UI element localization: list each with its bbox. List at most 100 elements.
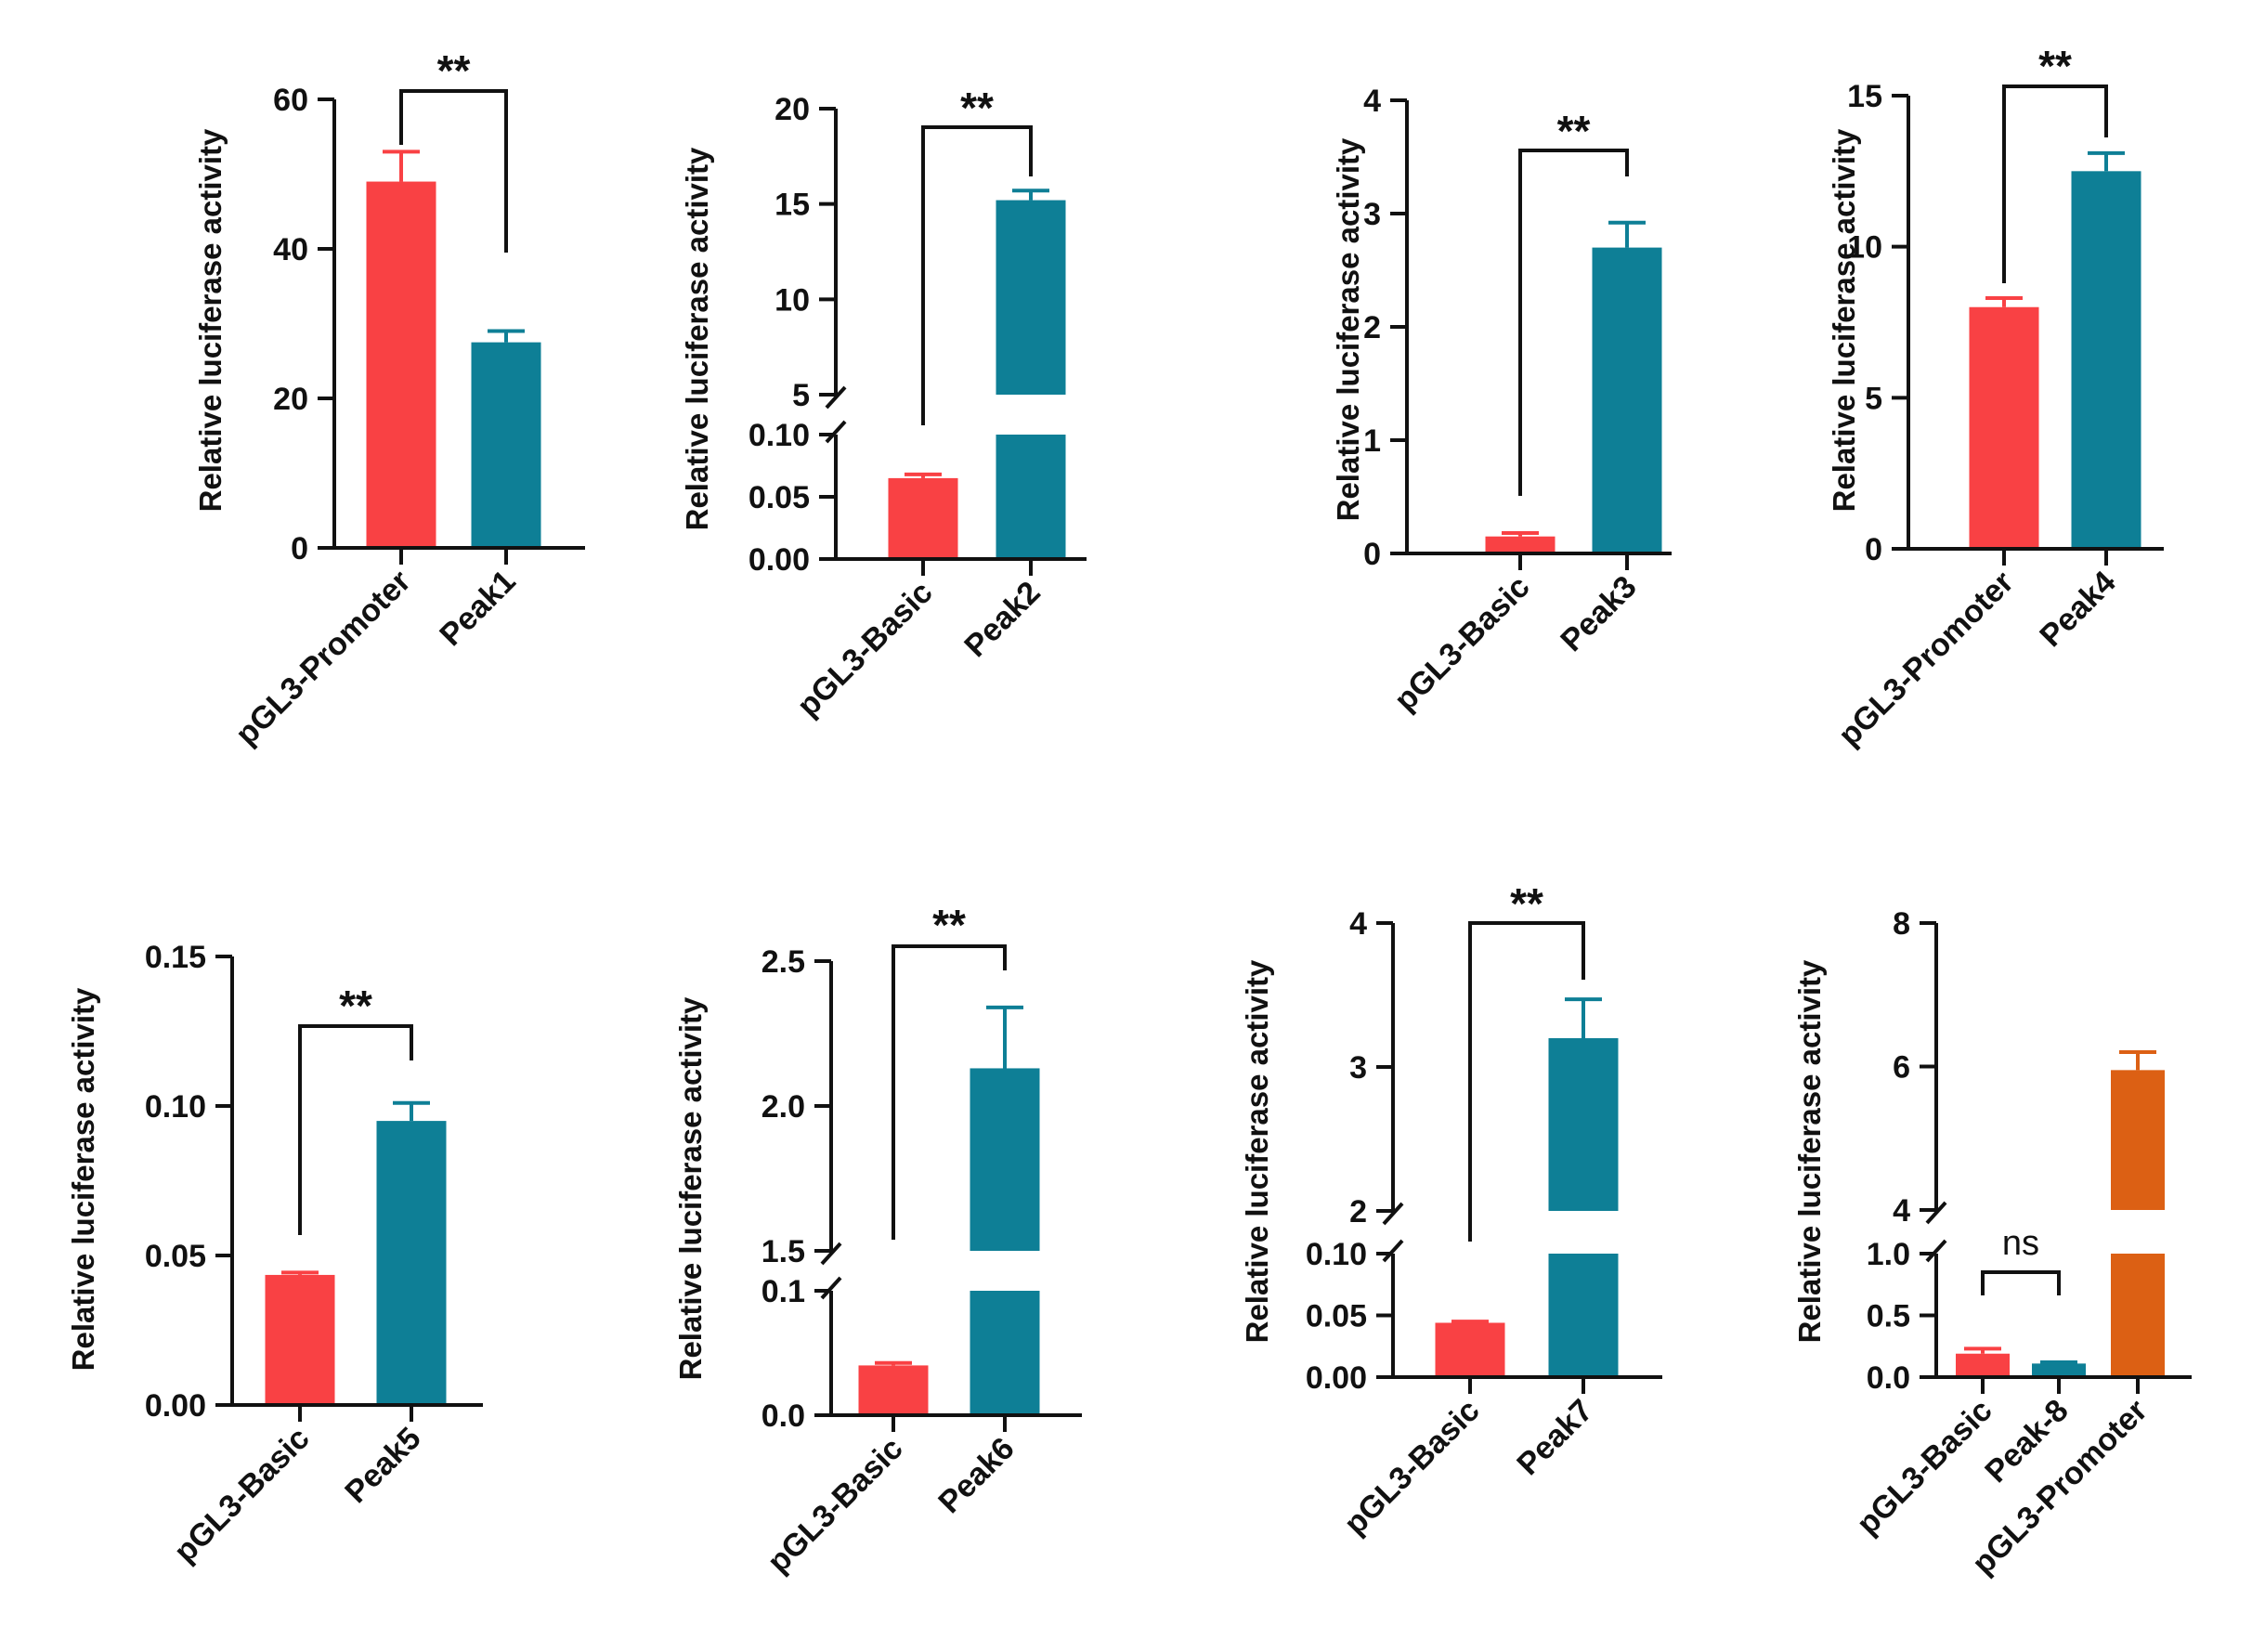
y-tick-label: 2 (1363, 310, 1381, 345)
axis-break-mark-lower (825, 420, 847, 444)
bar-pgl3-basic (888, 477, 958, 559)
x-tick-label: Peak7 (1510, 1393, 1599, 1482)
significance-label: ** (339, 982, 372, 1030)
bar-peak6-upper (970, 1068, 1040, 1251)
y-tick-label: 0 (291, 531, 308, 566)
y-axis-title: Relative luciferase activity (1331, 137, 1365, 521)
y-tick-label: 3 (1349, 1050, 1367, 1086)
y-axis-title: Relative luciferase activity (1827, 128, 1861, 512)
y-tick-label: 0.0 (762, 1398, 805, 1434)
chart-peak6: 0.0 0.1 1.5 2.0 2.5 pGL3-Basic Peak6 Relative l… (673, 901, 1082, 1580)
significance-bracket (2002, 85, 2108, 283)
y-tick-label: 40 (273, 232, 308, 267)
y-tick-label: 4 (1363, 84, 1381, 119)
bar-peak5 (376, 1121, 447, 1405)
significance-label: ns (2002, 1224, 2039, 1263)
y-tick-label: 10 (775, 282, 810, 318)
bar-pgl3-basic (1435, 1322, 1505, 1377)
y-tick-label: 1.0 (1867, 1237, 1910, 1272)
axis-break-mark-lower (1925, 1239, 1947, 1263)
bar-peak2-upper (996, 200, 1066, 395)
y-tick-label: 60 (273, 83, 308, 118)
y-tick-label: 0 (1865, 532, 1882, 567)
bar-pgl3-basic (265, 1274, 335, 1405)
axis-break-mark-upper (825, 385, 847, 410)
y-tick-label: 4 (1893, 1193, 1910, 1229)
significance-label: ** (1510, 879, 1543, 928)
bar-peak7-lower (1548, 1254, 1619, 1377)
x-tick-label: pGL3-Basic (1387, 569, 1536, 718)
y-tick-label: 2 (1349, 1194, 1367, 1229)
y-axis-title: Relative luciferase activity (1792, 959, 1827, 1343)
y-tick-label: 0.00 (145, 1388, 206, 1424)
bar-pgl3-promoter-lower (2111, 1254, 2165, 1377)
y-tick-label: 1.5 (762, 1234, 805, 1269)
significance-bracket (298, 1024, 413, 1235)
x-tick-label: Peak3 (1554, 569, 1643, 658)
axis-break-mark-lower (820, 1276, 842, 1300)
y-tick-label: 0.05 (145, 1239, 206, 1274)
bar-peak7-upper (1548, 1038, 1619, 1211)
y-tick-label: 2.0 (762, 1089, 805, 1125)
x-tick-label: pGL3-Basic (1337, 1393, 1486, 1541)
x-tick-label: Peak2 (957, 575, 1047, 664)
bar-pgl3-basic (858, 1365, 929, 1415)
y-tick-label: 5 (1865, 381, 1882, 416)
axis-break-mark-upper (820, 1242, 842, 1266)
y-tick-label: 2.5 (762, 944, 805, 980)
y-tick-label: 20 (775, 92, 810, 127)
bar-pgl3-basic (1956, 1353, 2010, 1377)
y-tick-label: 0.0 (1867, 1360, 1910, 1396)
y-tick-label: 1 (1363, 423, 1381, 459)
x-tick-label: Peak6 (931, 1431, 1021, 1520)
axis-break-mark-lower (1382, 1239, 1404, 1263)
x-tick-label: Peak5 (338, 1421, 427, 1510)
bar-pgl3-basic (1485, 536, 1556, 553)
significance-bracket (1518, 149, 1629, 496)
axis-break-mark-upper (1382, 1202, 1404, 1226)
y-tick-label: 4 (1349, 906, 1367, 942)
significance-bracket (921, 125, 1033, 425)
chart-peak7: 0.00 0.05 0.10 2 3 4 pGL3-Basic Peak7 Relative l… (1240, 879, 1662, 1541)
y-axis-title: Relative luciferase activity (66, 987, 100, 1371)
y-tick-label: 0.05 (748, 480, 810, 515)
x-tick-label: Peak1 (433, 564, 522, 653)
y-tick-label: 10 (1847, 230, 1882, 266)
x-tick-label: pGL3-Promoter (1831, 565, 2020, 753)
y-tick-label: 0.10 (1306, 1237, 1367, 1272)
significance-bracket (892, 944, 1007, 1240)
chart-peak2: 0.00 0.05 0.10 5 10 15 20 pGL3-Basic Peak2 Relati… (680, 84, 1087, 723)
bar-peak3 (1592, 247, 1662, 553)
chart-peak4: 0 5 10 15 pGL3-Promoter Peak4 Relative lucifer… (1827, 42, 2164, 753)
bar-peak1 (471, 342, 541, 548)
chart-peak3: 0 1 2 3 4 pGL3-Basic Peak3 Relative luciferase … (1331, 84, 1672, 718)
bar-peak6-lower (970, 1291, 1040, 1415)
bar-pgl3-promoter (366, 181, 436, 549)
significance-label: ** (1557, 107, 1591, 155)
y-tick-label: 5 (792, 378, 810, 413)
y-tick-label: 15 (775, 188, 810, 223)
bar-peak2-lower (996, 435, 1066, 559)
y-tick-label: 20 (273, 382, 308, 417)
y-tick-label: 0 (1363, 537, 1381, 572)
significance-label: ** (437, 46, 471, 95)
bar-pgl3-promoter-upper (2111, 1070, 2165, 1210)
y-tick-label: 0.15 (145, 940, 206, 975)
x-tick-label: pGL3-Basic (761, 1431, 909, 1580)
y-tick-label: 0.5 (1867, 1299, 1910, 1334)
y-axis-title: Relative luciferase activity (680, 147, 714, 530)
significance-label: ** (2038, 42, 2072, 90)
chart-peak1: 0 20 40 60 pGL3-Promoter Peak1 Relative lucife… (193, 46, 585, 752)
y-tick-label: 6 (1893, 1050, 1910, 1086)
significance-bracket (1468, 921, 1585, 1242)
y-axis-title: Relative luciferase activity (673, 996, 708, 1380)
y-tick-label: 15 (1847, 79, 1882, 114)
bar-peak-8 (2032, 1363, 2086, 1377)
x-tick-label: pGL3-Promoter (228, 564, 417, 752)
bar-peak4 (2071, 171, 2141, 550)
x-tick-label: pGL3-Basic (1850, 1393, 1998, 1541)
x-tick-label: Peak4 (2033, 565, 2122, 654)
y-tick-label: 0.00 (1306, 1360, 1367, 1396)
y-tick-label: 0.1 (762, 1274, 805, 1309)
